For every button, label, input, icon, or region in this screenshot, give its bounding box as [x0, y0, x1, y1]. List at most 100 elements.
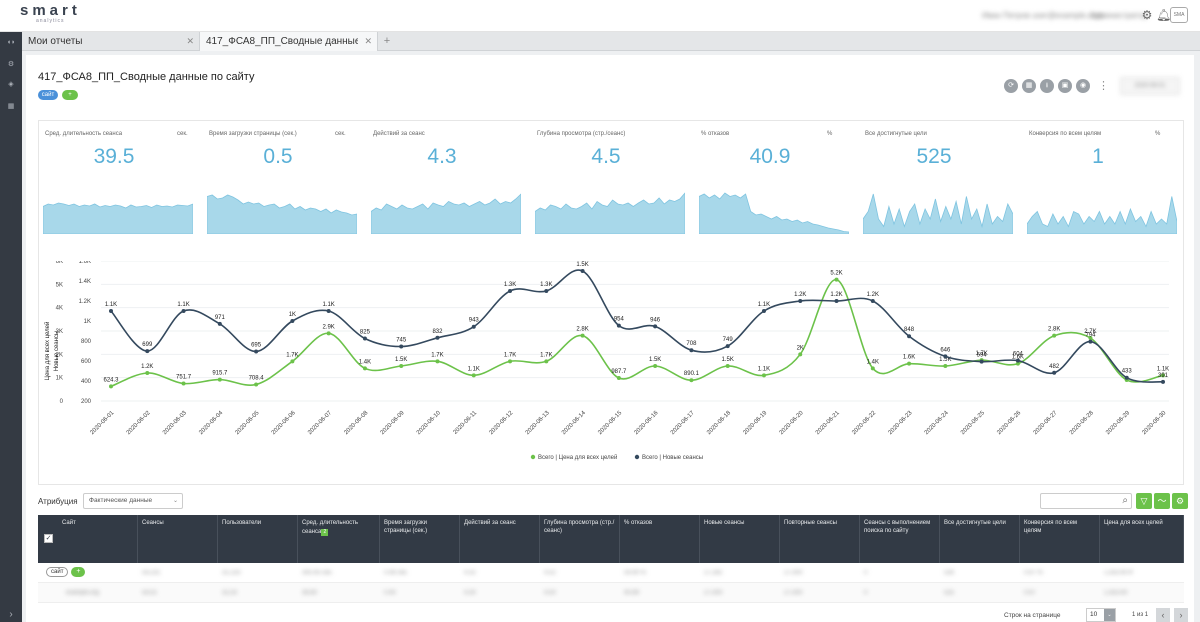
data-point[interactable]: [834, 299, 839, 303]
data-point[interactable]: [1015, 358, 1020, 363]
data-point[interactable]: [290, 359, 295, 364]
chat-icon[interactable]: ◖◗: [6, 39, 16, 46]
column-header[interactable]: Сеансы: [138, 515, 218, 563]
logo[interactable]: smart analytics: [20, 3, 81, 24]
data-point[interactable]: [217, 321, 222, 326]
data-point[interactable]: [1124, 375, 1129, 380]
data-point[interactable]: [181, 381, 186, 386]
period-select[interactable]: 2020-06-01: [1120, 77, 1180, 95]
notification-bell-icon[interactable]: 🔔︎: [1156, 8, 1172, 22]
data-point[interactable]: [725, 364, 730, 368]
data-point[interactable]: [653, 324, 658, 329]
data-point[interactable]: [1052, 370, 1057, 375]
data-point[interactable]: [689, 378, 694, 383]
data-point[interactable]: [254, 349, 259, 354]
data-point[interactable]: [580, 269, 585, 273]
download-icon[interactable]: ⭳: [1040, 79, 1054, 93]
data-point[interactable]: [907, 334, 912, 339]
refresh-icon[interactable]: ⟳: [1004, 79, 1018, 93]
settings-gear-icon[interactable]: ⚙: [1141, 8, 1153, 22]
add-filter-button[interactable]: +: [62, 90, 78, 100]
data-point[interactable]: [1161, 379, 1165, 384]
column-header[interactable]: Сайт: [58, 515, 138, 563]
data-point[interactable]: [109, 384, 113, 389]
column-header[interactable]: Конверсия по всем целям: [1020, 515, 1100, 563]
close-icon[interactable]: ✕: [364, 36, 372, 46]
column-header[interactable]: Новые сеансы: [700, 515, 780, 563]
close-icon[interactable]: ✕: [186, 36, 194, 46]
avatar[interactable]: SMA: [1170, 7, 1188, 23]
data-point[interactable]: [761, 309, 766, 313]
column-header[interactable]: Все достигнутые цели: [940, 515, 1020, 563]
legend-item[interactable]: Всего | Новые сеансы: [642, 455, 703, 461]
data-point[interactable]: [689, 348, 694, 353]
data-point[interactable]: [544, 359, 549, 364]
data-point[interactable]: [326, 331, 331, 336]
table-search-input[interactable]: ⌕: [1040, 493, 1132, 509]
column-header[interactable]: Сред. длительность сеанса 2: [298, 515, 380, 563]
view-eye-icon[interactable]: ◉: [1076, 79, 1090, 93]
column-header[interactable]: Сеансы с выполнением поиска по сайту: [860, 515, 940, 563]
data-point[interactable]: [326, 309, 331, 313]
data-point[interactable]: [616, 375, 621, 380]
more-menu-icon[interactable]: ⋮: [1098, 80, 1109, 92]
data-point[interactable]: [979, 359, 984, 364]
data-point[interactable]: [1088, 336, 1093, 340]
data-point[interactable]: [399, 364, 404, 368]
table-row[interactable]: example.org 54,01 31,03 38.80 0.40 4.30 4.50 40…: [38, 583, 1184, 603]
data-point[interactable]: [145, 349, 150, 354]
data-point[interactable]: [1088, 339, 1093, 344]
data-point[interactable]: [109, 309, 113, 313]
site-tag[interactable]: сайт: [46, 567, 69, 578]
data-point[interactable]: [943, 364, 948, 368]
layers-icon[interactable]: ◈: [8, 81, 14, 88]
select-all-checkbox[interactable]: ✓: [44, 534, 53, 543]
data-point[interactable]: [870, 299, 875, 303]
table-view-icon[interactable]: ▦: [1022, 79, 1036, 93]
save-icon[interactable]: ▣: [1058, 79, 1072, 93]
data-point[interactable]: [435, 359, 440, 364]
data-point[interactable]: [290, 319, 295, 323]
attribution-select[interactable]: Фактические данные ⌄: [83, 493, 183, 509]
data-point[interactable]: [616, 323, 621, 328]
filter-button[interactable]: ▽: [1136, 493, 1152, 509]
data-point[interactable]: [1161, 373, 1165, 378]
column-header[interactable]: Глубина просмотра (стр./сеанс): [540, 515, 620, 563]
chart-toggle-button[interactable]: 〜: [1154, 493, 1170, 509]
data-point[interactable]: [217, 377, 222, 382]
data-point[interactable]: [471, 324, 476, 329]
data-point[interactable]: [508, 289, 513, 293]
data-point[interactable]: [943, 354, 948, 359]
data-point[interactable]: [435, 335, 440, 340]
column-header[interactable]: % отказов: [620, 515, 700, 563]
column-header[interactable]: Время загрузки страницы (сек.): [380, 515, 460, 563]
rows-per-page-select[interactable]: 10 ⌄: [1086, 608, 1116, 622]
data-point[interactable]: [1052, 333, 1057, 338]
data-point[interactable]: [798, 299, 803, 303]
prev-page-button[interactable]: ‹: [1156, 608, 1170, 622]
data-point[interactable]: [145, 371, 150, 375]
data-point[interactable]: [870, 366, 875, 371]
add-tab-button[interactable]: +: [383, 35, 391, 47]
legend-item[interactable]: Всего | Цена для всех целей: [538, 454, 617, 461]
data-point[interactable]: [254, 382, 259, 387]
gear-icon[interactable]: ⚙: [7, 61, 15, 68]
tab-my-reports[interactable]: Мои отчеты ✕: [22, 32, 200, 51]
data-point[interactable]: [725, 344, 730, 349]
data-point[interactable]: [653, 364, 658, 368]
data-point[interactable]: [580, 333, 585, 338]
site-tag[interactable]: сайт: [38, 90, 58, 100]
column-header[interactable]: Пользователи: [218, 515, 298, 563]
data-point[interactable]: [798, 352, 803, 357]
data-point[interactable]: [907, 361, 912, 366]
data-point[interactable]: [1015, 361, 1020, 366]
grid-icon[interactable]: ▦: [7, 103, 15, 110]
expand-chevron-icon[interactable]: ›: [9, 609, 13, 620]
data-point[interactable]: [508, 359, 513, 364]
data-point[interactable]: [362, 366, 367, 371]
data-point[interactable]: [471, 373, 476, 378]
column-header[interactable]: Цена для всех целей: [1100, 515, 1184, 563]
column-header[interactable]: Действий за сеанс: [460, 515, 540, 563]
next-page-button[interactable]: ›: [1174, 608, 1188, 622]
data-point[interactable]: [544, 289, 549, 293]
